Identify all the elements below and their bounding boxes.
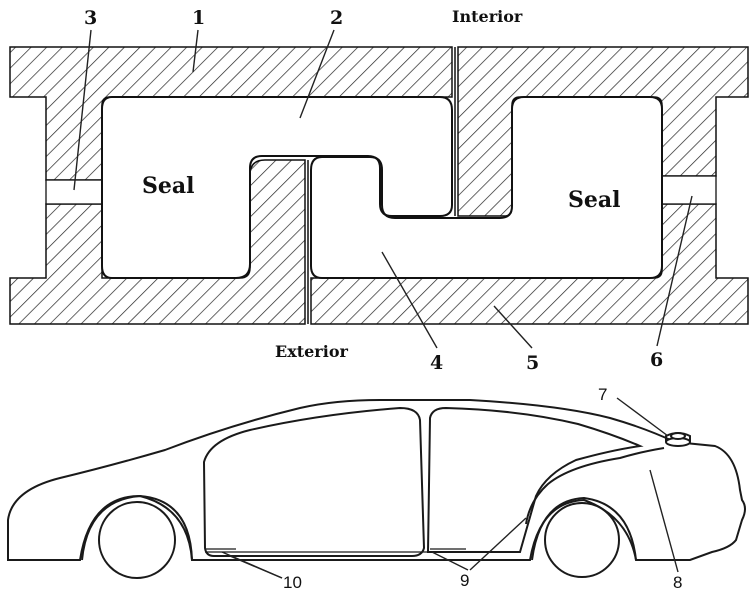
upper-panel-left — [10, 47, 452, 180]
interior-label: Interior — [452, 7, 523, 26]
callout-3: 3 — [84, 7, 97, 29]
callout-6: 6 — [650, 349, 663, 371]
exterior-label: Exterior — [275, 342, 348, 361]
callout-8: 8 — [673, 573, 682, 592]
seal-cross-section: Seal Seal Interior Exterior 3 1 2 4 5 6 — [10, 7, 748, 374]
callout-5: 5 — [526, 352, 539, 374]
car-illustration: 7 8 9 10 — [8, 385, 745, 592]
callout-7: 7 — [598, 385, 607, 404]
callout-9: 9 — [460, 571, 469, 590]
callout-4: 4 — [430, 352, 443, 374]
rear-wheel — [545, 503, 619, 577]
front-wheel — [99, 502, 175, 578]
callout-10: 10 — [283, 573, 302, 592]
callout-2: 2 — [330, 7, 343, 29]
lower-panel-right — [311, 204, 748, 324]
right-plug — [662, 176, 716, 204]
callout-1: 1 — [192, 7, 205, 29]
seal-label-left: Seal — [142, 173, 195, 199]
seal-label-right: Seal — [568, 187, 621, 213]
